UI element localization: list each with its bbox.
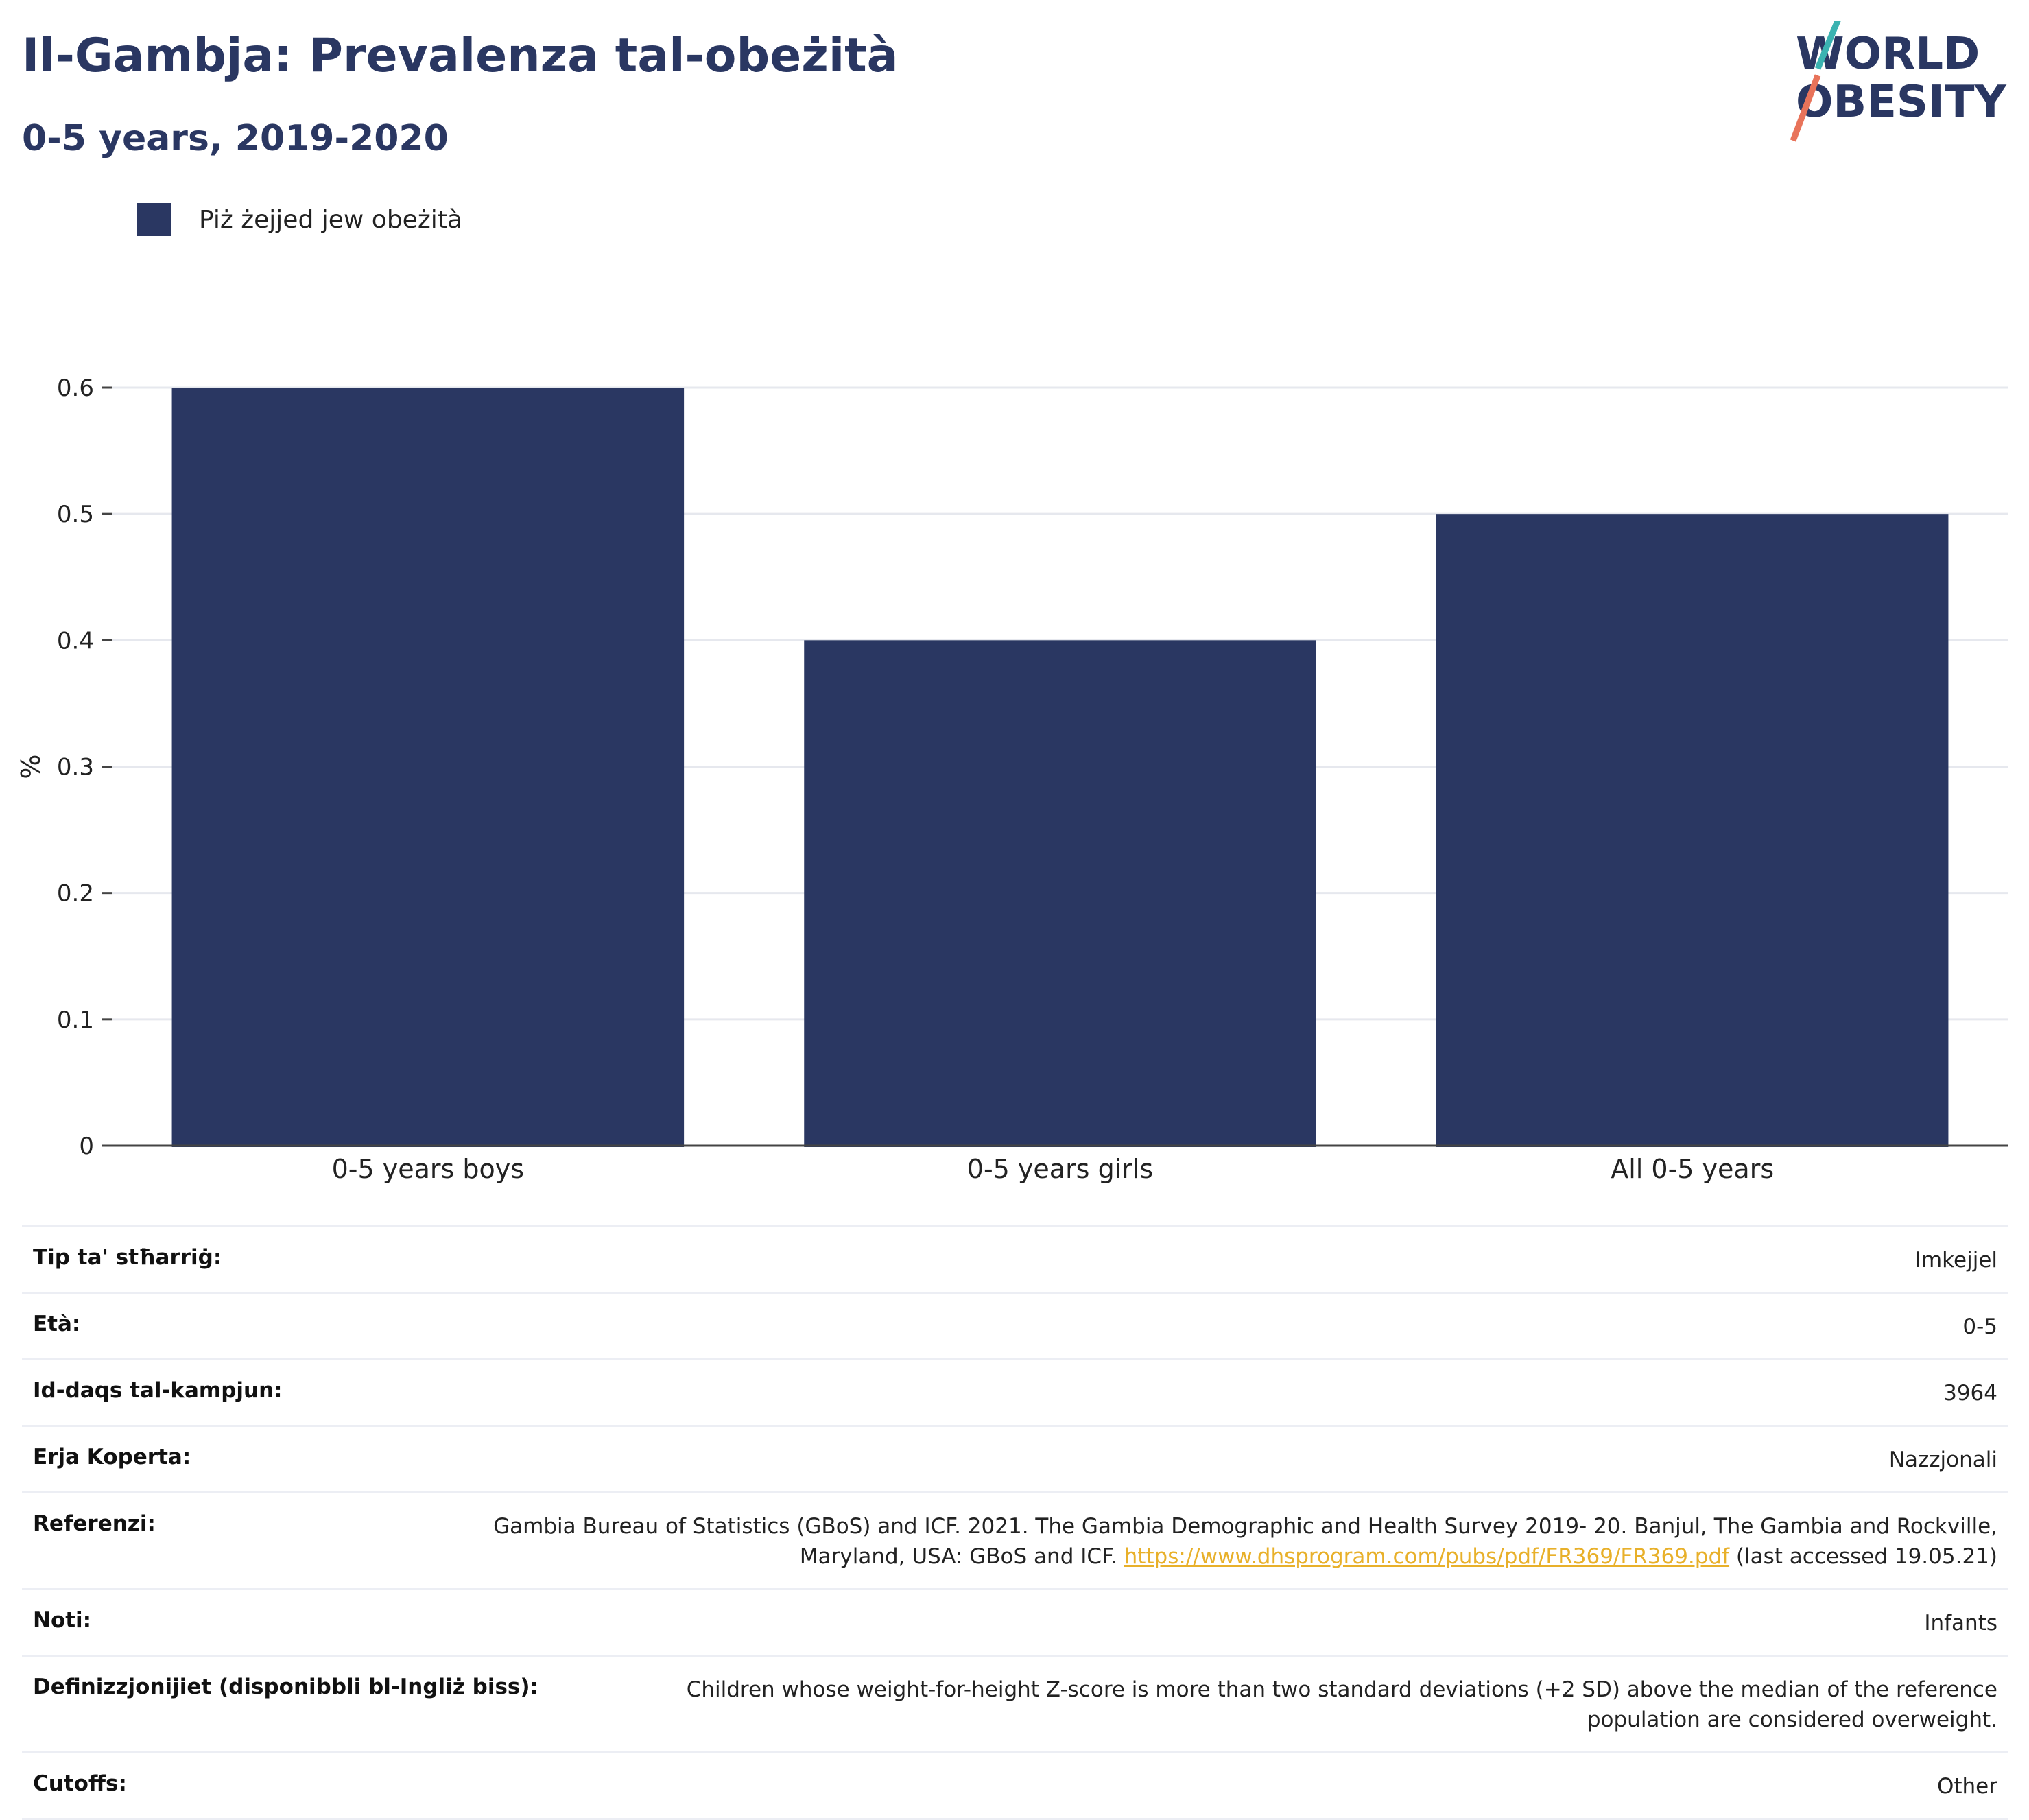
reference-accessed: (last accessed 19.05.21) [1735,1544,1997,1570]
bar-3[interactable] [1436,514,1949,1147]
meta-value: 3964 [1943,1381,1997,1406]
meta-value: Gambia Bureau of Statistics (GBoS) and I… [488,1511,1997,1572]
x-tick-label: All 0-5 years [1611,1154,1774,1184]
meta-row-cutoffs: Cutoffs: Other [22,1751,2008,1820]
meta-value: Children whose weight-for-height Z-score… [686,1677,1997,1733]
meta-value: Nazzjonali [1888,1447,1997,1473]
meta-row-sample-type: Tip ta' stħarriġ: Imkejjel [22,1225,2008,1292]
meta-label: Referenzi: [33,1511,156,1537]
legend-label: Piż żejjed jew obeżità [199,205,462,234]
bar-2[interactable] [804,640,1316,1147]
y-tick-label: 0.1 [57,1006,94,1034]
meta-row-age: Età: 0-5 [22,1292,2008,1358]
meta-label: Età: [33,1312,81,1337]
bars [171,388,1949,1147]
logo-slash-top [1814,21,1842,70]
meta-row-notes: Noti: Infants [22,1588,2008,1655]
x-tick-label: 0-5 years boys [332,1154,524,1184]
meta-label: Cutoffs: [33,1771,127,1797]
metadata-table: Tip ta' stħarriġ: Imkejjel Età: 0-5 Id-d… [22,1225,2008,1820]
meta-row-sample-size: Id-daqs tal-kampjun: 3964 [22,1358,2008,1425]
y-tick-label: 0.4 [57,627,94,654]
chart-subtitle: 0-5 years, 2019-2020 [22,118,449,159]
meta-label: Definizzjonijiet (disponibbli bl-Ingliż … [33,1675,538,1700]
meta-value: Imkejjel [1914,1248,1997,1273]
meta-row-area: Erja Koperta: Nazzjonali [22,1425,2008,1491]
reference-link[interactable]: https://www.dhsprogram.com/pubs/pdf/FR36… [1124,1544,1730,1570]
bar-chart: 00.10.20.30.40.50.6 0-5 years boys 0-5 ye… [16,375,2008,1184]
meta-row-definitions: Definizzjonijiet (disponibbli bl-Ingliż … [22,1655,2008,1751]
world-obesity-logo: WORLD OBESITY [1790,21,2006,142]
meta-label: Id-daqs tal-kampjun: [33,1378,283,1404]
chart-title: Il-Gambja: Prevalenza tal-obeżità [22,29,899,83]
meta-value: Other [1936,1774,1997,1799]
y-tick-label: 0.6 [57,375,94,402]
y-axis-title: % [16,754,46,779]
x-tick-label: 0-5 years girls [967,1154,1153,1184]
meta-value: Infants [1924,1611,1997,1636]
logo-slash-bottom [1790,74,1821,142]
x-axis-ticks: 0-5 years boys 0-5 years girls All 0-5 yea… [332,1154,1775,1184]
y-tick-label: 0.3 [57,754,94,781]
y-tick-label: 0.2 [57,880,94,908]
meta-value: 0-5 [1962,1314,1997,1340]
y-axis-ticks: 0 0.1 0.2 0.3 0.4 0.5 0.6 [57,375,112,1160]
meta-label: Erja Koperta: [33,1445,191,1470]
legend-swatch [137,203,171,236]
bar-1[interactable] [171,388,685,1147]
logo-word-obesity: OBESITY [1796,77,2006,128]
meta-label: Noti: [33,1608,92,1633]
reference-text: Gambia Bureau of Statistics (GBoS) and I… [493,1514,1997,1570]
meta-row-reference: Referenzi: Gambia Bureau of Statistics (… [22,1491,2008,1588]
meta-label: Tip ta' stħarriġ: [33,1245,222,1270]
y-tick-label: 0.5 [57,501,94,528]
y-tick-label: 0 [79,1133,94,1160]
chart-legend: Piż żejjed jew obeżità [137,203,462,236]
